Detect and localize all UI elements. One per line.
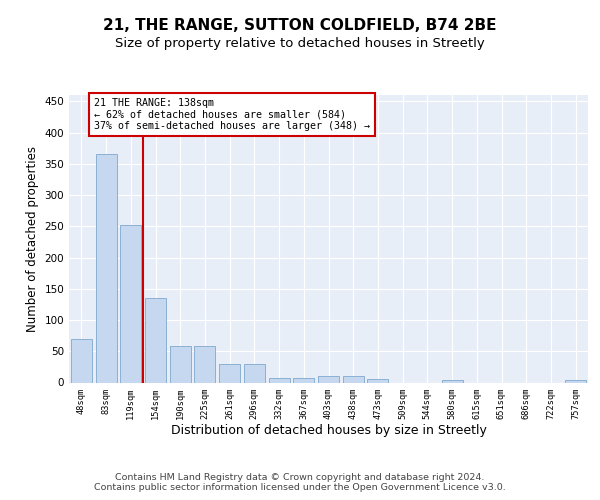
Text: Contains HM Land Registry data © Crown copyright and database right 2024.
Contai: Contains HM Land Registry data © Crown c…	[94, 473, 506, 492]
Bar	[120, 225, 141, 382]
Text: 21 THE RANGE: 138sqm
← 62% of detached houses are smaller (584)
37% of semi-deta: 21 THE RANGE: 138sqm ← 62% of detached h…	[94, 98, 370, 132]
Bar	[318, 376, 339, 382]
Bar	[442, 380, 463, 382]
Bar	[170, 346, 191, 383]
Y-axis label: Number of detached properties: Number of detached properties	[26, 146, 39, 332]
Text: 21, THE RANGE, SUTTON COLDFIELD, B74 2BE: 21, THE RANGE, SUTTON COLDFIELD, B74 2BE	[103, 18, 497, 32]
Bar	[269, 378, 290, 382]
Bar	[565, 380, 586, 382]
Bar	[71, 339, 92, 382]
Bar	[95, 154, 116, 382]
Text: Size of property relative to detached houses in Streetly: Size of property relative to detached ho…	[115, 38, 485, 51]
Bar	[145, 298, 166, 382]
X-axis label: Distribution of detached houses by size in Streetly: Distribution of detached houses by size …	[170, 424, 487, 438]
Bar	[293, 378, 314, 382]
Bar	[367, 380, 388, 382]
Bar	[194, 346, 215, 383]
Bar	[244, 364, 265, 382]
Bar	[343, 376, 364, 382]
Bar	[219, 364, 240, 382]
